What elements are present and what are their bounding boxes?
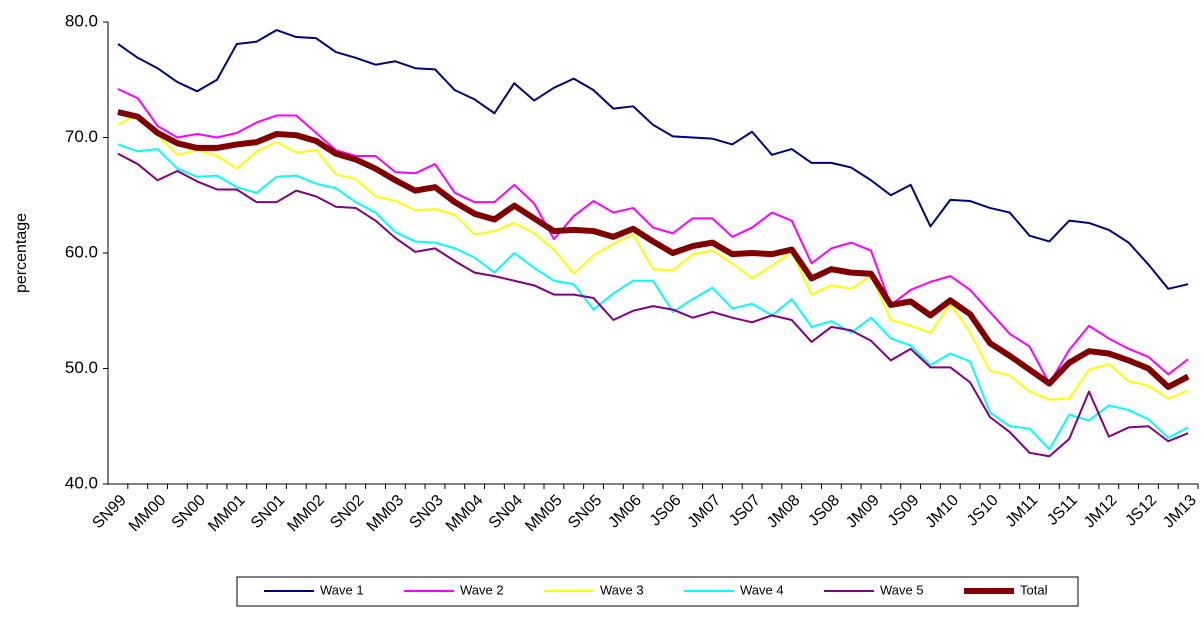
legend-label: Wave 4 (740, 582, 784, 597)
x-tick-label: SN02 (327, 492, 367, 532)
legend-label: Total (1020, 582, 1048, 597)
x-tick-label: SN05 (565, 492, 605, 532)
y-tick-label: 50.0 (65, 358, 98, 377)
legend-label: Wave 3 (600, 582, 644, 597)
x-tick-label: SN01 (248, 492, 288, 532)
series-line (117, 29, 1189, 290)
y-tick-label: 40.0 (65, 473, 98, 492)
x-tick-label: JM13 (1160, 492, 1200, 532)
x-tick-label: MM01 (205, 492, 249, 536)
series-line (117, 88, 1189, 385)
x-tick-label: JS08 (805, 492, 843, 530)
x-tick-label: MM03 (364, 492, 408, 536)
x-tick-label: SN04 (486, 492, 526, 532)
legend-label: Wave 1 (320, 582, 364, 597)
x-tick-label: JS10 (964, 492, 1002, 530)
x-tick-label: MM05 (522, 492, 566, 536)
x-tick-label: JS12 (1122, 492, 1160, 530)
y-tick-label: 80.0 (65, 11, 98, 30)
series-line (117, 143, 1189, 451)
legend-label: Wave 5 (880, 582, 924, 597)
legend-box (236, 576, 1079, 607)
legend-label: Wave 2 (460, 582, 504, 597)
y-axis-label: percentage (13, 213, 30, 293)
x-tick-label: JS09 (885, 492, 923, 530)
x-tick-label: JM09 (843, 492, 883, 532)
series-line (117, 109, 1190, 390)
x-tick-label: MM00 (126, 492, 170, 536)
x-tick-label: JS11 (1044, 492, 1081, 529)
series-line (117, 113, 1189, 401)
x-tick-label: JM08 (764, 492, 804, 532)
x-tick-label: JM10 (922, 492, 962, 532)
x-tick-label: MM04 (443, 492, 487, 536)
x-tick-label: JM06 (605, 492, 645, 532)
y-tick-label: 70.0 (65, 127, 98, 146)
x-tick-label: JM07 (685, 492, 725, 532)
x-tick-label: SN99 (89, 492, 129, 532)
x-tick-label: MM02 (284, 492, 328, 536)
x-tick-label: SN00 (169, 492, 209, 532)
x-tick-label: SN03 (406, 492, 446, 532)
series-line (117, 152, 1189, 458)
x-tick-label: JS06 (647, 492, 685, 530)
x-tick-label: JM12 (1081, 492, 1121, 532)
x-tick-label: JM11 (1003, 492, 1042, 531)
y-tick-label: 60.0 (65, 242, 98, 261)
x-tick-label: JS07 (726, 492, 764, 530)
